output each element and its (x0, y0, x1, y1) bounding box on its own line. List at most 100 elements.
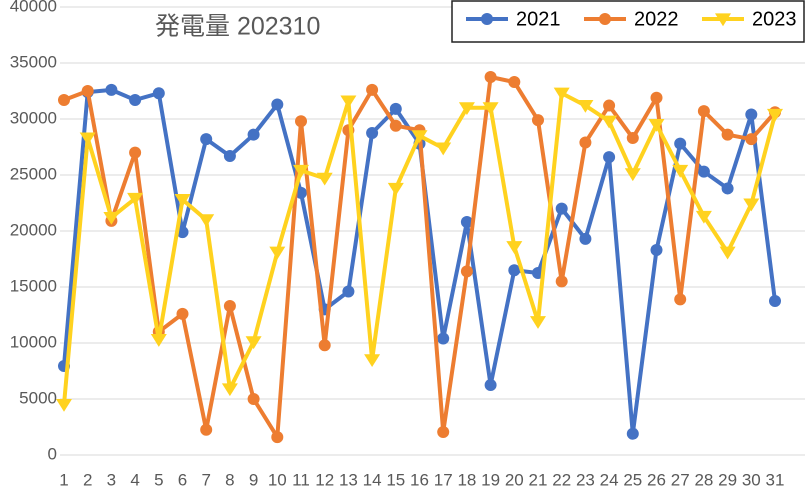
marker (650, 91, 663, 104)
marker (437, 332, 450, 345)
marker (271, 98, 284, 111)
marker (508, 76, 521, 89)
marker (150, 334, 167, 347)
marker (318, 339, 331, 352)
marker (506, 241, 523, 254)
marker (295, 115, 307, 128)
marker (103, 211, 120, 225)
plot (56, 6, 805, 456)
x-tick-label: 21 (529, 470, 548, 489)
marker (555, 275, 568, 288)
y-tick-label: 25000 (10, 164, 57, 183)
x-tick-label: 6 (178, 470, 187, 489)
marker (697, 105, 710, 118)
marker (484, 71, 497, 83)
x-tick-label: 7 (201, 470, 210, 489)
y-tick-label: 20000 (10, 220, 57, 239)
marker (247, 128, 260, 141)
marker (599, 13, 611, 25)
marker (245, 336, 262, 350)
x-tick-label: 10 (268, 470, 287, 489)
marker (269, 246, 286, 260)
y-tick-label: 5000 (19, 388, 57, 407)
marker (484, 379, 497, 391)
marker (626, 132, 639, 145)
marker (767, 108, 783, 122)
marker (152, 87, 165, 100)
marker (223, 300, 236, 313)
y-tick-label: 35000 (10, 52, 57, 71)
marker (389, 119, 402, 132)
marker (223, 149, 236, 162)
x-tick-label: 15 (386, 470, 405, 489)
marker (458, 102, 475, 115)
marker (695, 210, 712, 224)
marker (221, 383, 238, 397)
x-tick-label: 8 (225, 470, 234, 489)
marker (271, 431, 284, 444)
marker (79, 132, 96, 146)
x-tick-label: 28 (694, 470, 713, 489)
marker (460, 216, 473, 229)
marker (715, 13, 731, 27)
marker (721, 128, 734, 141)
marker (553, 87, 570, 101)
marker (198, 214, 215, 227)
marker (481, 13, 493, 25)
marker (650, 244, 663, 257)
y-tick-label: 0 (48, 444, 57, 463)
marker (56, 399, 72, 412)
marker (648, 119, 665, 132)
marker (387, 182, 404, 196)
marker (530, 316, 546, 329)
x-tick-label: 9 (249, 470, 258, 489)
legend-label: 2023 (752, 8, 797, 30)
x-tick-label: 13 (339, 470, 358, 489)
marker (129, 93, 142, 106)
marker (672, 164, 689, 178)
x-tick-label: 24 (600, 470, 619, 489)
marker (603, 99, 616, 112)
legend-label: 2021 (516, 8, 561, 30)
marker (295, 186, 307, 199)
marker (364, 354, 381, 367)
x-tick-label: 26 (647, 470, 666, 489)
marker (555, 202, 568, 215)
legend-label: 2022 (634, 8, 679, 30)
marker (411, 130, 428, 143)
chart-title: 発電量 202310 (155, 13, 320, 41)
marker (508, 264, 521, 277)
y-tick-label: 30000 (10, 108, 57, 127)
marker (577, 99, 594, 113)
marker (769, 295, 781, 307)
marker (247, 393, 260, 405)
marker (81, 85, 94, 97)
marker (603, 151, 616, 164)
x-tick-label: 4 (130, 470, 139, 489)
x-tick-label: 27 (671, 470, 690, 489)
x-tick-label: 19 (481, 470, 500, 489)
marker (127, 192, 144, 206)
marker (435, 142, 452, 156)
marker (200, 423, 213, 436)
x-tick-label: 25 (623, 470, 642, 489)
marker (200, 133, 213, 146)
x-tick-label: 2 (83, 470, 92, 489)
marker (674, 293, 687, 306)
marker (674, 137, 687, 150)
marker (389, 102, 402, 115)
marker (460, 265, 473, 278)
y-tick-label: 40000 (10, 0, 57, 15)
marker (745, 133, 758, 146)
x-tick-label: 11 (292, 470, 310, 489)
x-tick-label: 14 (363, 470, 382, 489)
marker (745, 108, 758, 121)
marker (340, 95, 357, 109)
marker (316, 172, 333, 186)
marker (743, 198, 760, 212)
x-tick-label: 3 (107, 470, 116, 489)
marker (721, 182, 734, 195)
x-tick-label: 5 (154, 470, 163, 489)
x-tick-label: 12 (315, 470, 334, 489)
marker (532, 114, 544, 127)
